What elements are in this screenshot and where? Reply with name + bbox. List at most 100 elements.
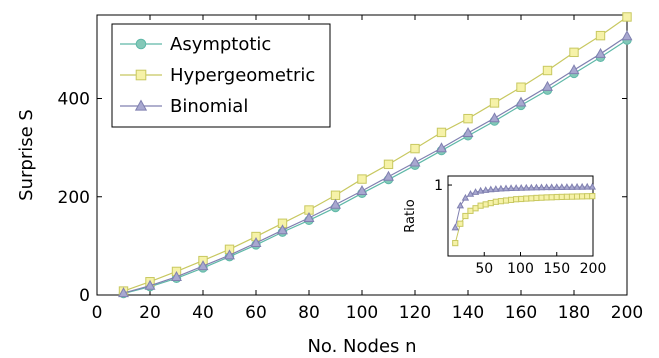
inset-data-point: [553, 183, 561, 190]
inset-data-point: [532, 183, 541, 191]
y-tick-label: 400: [58, 90, 90, 110]
inset-data-point: [497, 184, 505, 192]
inset-data-point: [573, 193, 581, 200]
inset-data-point: [589, 193, 596, 200]
inset-data-point: [467, 207, 474, 214]
inset-data-point: [477, 202, 484, 209]
data-point: [463, 113, 473, 124]
inset-data-point: [476, 186, 485, 194]
data-point: [410, 143, 420, 154]
inset-data-point: [542, 183, 551, 191]
inset-data-point: [502, 184, 510, 192]
series-line: [123, 39, 628, 295]
x-tick-label: 20: [139, 303, 161, 323]
inset-data-point: [522, 183, 531, 191]
inset-data-point: [502, 197, 510, 204]
data-point: [569, 47, 579, 58]
inset-data-point: [553, 193, 560, 201]
legend-marker: [134, 99, 148, 111]
legend-label: Asymptotic: [170, 34, 271, 55]
x-tick-label: 160: [505, 303, 537, 323]
inset-data-point: [568, 183, 576, 190]
inset-data-point: [461, 193, 470, 201]
inset-data-point: [451, 223, 459, 231]
inset-data-point: [472, 205, 479, 212]
inset-x-tick-label: 200: [580, 261, 607, 277]
inset-data-point: [537, 183, 546, 191]
inset-data-point: [497, 198, 505, 205]
legend-label: Hypergeometric: [170, 65, 315, 86]
y-tick-label: 200: [58, 188, 90, 208]
legend-label: Binomial: [170, 96, 248, 117]
data-point: [330, 198, 341, 209]
inset-data-point: [481, 186, 490, 193]
inset-data-point: [583, 182, 591, 190]
inset-data-point: [518, 195, 525, 203]
legend-marker: [135, 38, 147, 50]
inset-data-point: [512, 184, 520, 191]
data-point: [409, 156, 421, 167]
data-point: [224, 249, 235, 260]
inset-series-binomial: [451, 182, 596, 231]
inset-data-point: [573, 182, 581, 190]
x-tick-label: 40: [192, 303, 214, 323]
data-point: [595, 47, 606, 58]
inset-data-point: [466, 190, 475, 197]
legend-entry: Binomial: [120, 96, 248, 117]
data-point: [436, 127, 447, 138]
inset-data-point: [548, 194, 555, 201]
inset-data-point: [538, 194, 545, 201]
inset-data-point: [568, 193, 576, 200]
inset-data-point: [482, 201, 489, 208]
data-point: [621, 30, 633, 41]
x-axis-title: No. Nodes n: [307, 336, 416, 357]
main-plot: 0 20 40 60 80 100 120 140 160 180 200 0 200 400 No. No…: [16, 12, 643, 357]
inset-data-point: [492, 185, 500, 192]
data-point: [622, 12, 632, 22]
inset-x-tick-label: 50: [475, 261, 493, 277]
x-tick-label: 200: [611, 303, 643, 323]
data-point: [357, 174, 367, 184]
data-point: [568, 64, 580, 75]
inset-data-point: [527, 183, 536, 191]
x-tick-label: 80: [298, 303, 320, 323]
inset-data-point: [579, 193, 586, 200]
legend-entry: Hypergeometric: [120, 65, 315, 86]
data-point: [515, 96, 527, 107]
inset-plot: 50 100 150 200 1 Ratio: [403, 168, 606, 286]
data-point: [516, 82, 526, 92]
inset-x-tick-label: 100: [507, 261, 534, 277]
inset-data-point: [558, 183, 566, 190]
inset-data-point: [558, 193, 565, 201]
inset-data-point: [471, 188, 480, 195]
x-tick-label: 180: [558, 303, 590, 323]
data-point: [383, 159, 394, 170]
inset-data-point: [507, 184, 515, 192]
inset-data-point: [588, 182, 596, 190]
data-point: [436, 142, 447, 153]
inset-data-point: [563, 193, 570, 200]
inset-data-point: [578, 182, 586, 190]
data-point: [542, 80, 553, 91]
inset-data-point: [462, 212, 469, 220]
x-tick-label: 140: [452, 303, 484, 323]
inset-data-point: [492, 198, 499, 205]
data-point: [489, 98, 500, 108]
x-tick-label: 100: [346, 303, 378, 323]
legend-marker: [135, 69, 147, 81]
inset-x-tick-label: 150: [543, 261, 570, 277]
data-point: [303, 212, 315, 222]
data-point: [489, 112, 500, 123]
data-point: [383, 170, 394, 181]
inset-data-point: [487, 185, 495, 193]
inset-series-hypergeometric: [452, 193, 596, 247]
legend-entry: Asymptotic: [120, 34, 271, 55]
inset-data-point: [487, 199, 494, 207]
y-axis-title: Surprise S: [16, 109, 37, 201]
x-tick-label: 0: [92, 303, 103, 323]
series-binomial: [118, 30, 633, 298]
data-point: [595, 30, 606, 41]
x-tick-label: 120: [399, 303, 431, 323]
inset-data-point: [456, 201, 465, 209]
